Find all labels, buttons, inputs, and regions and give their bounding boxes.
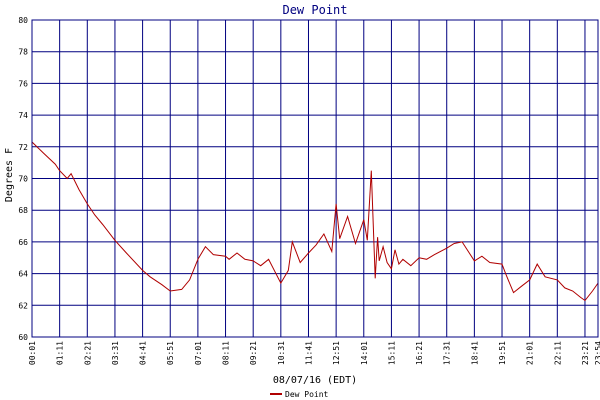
y-tick-label-64: 64 xyxy=(18,270,28,279)
legend-label-dew-point: Dew Point xyxy=(285,390,329,399)
x-tick-label-6: 07:01 xyxy=(194,341,203,365)
y-tick-labels: 60 62 64 66 68 70 72 74 76 78 80 xyxy=(18,16,28,342)
chart-title: Dew Point xyxy=(282,3,347,17)
y-axis-label: Degrees F xyxy=(4,148,15,202)
y-tick-label-62: 62 xyxy=(18,301,28,310)
x-tick-label-18: 21:01 xyxy=(526,341,535,365)
y-tick-label-80: 80 xyxy=(18,16,28,25)
y-tick-label-72: 72 xyxy=(18,143,28,152)
x-tick-label-2: 02:21 xyxy=(83,341,92,365)
y-tick-label-78: 78 xyxy=(18,48,28,57)
x-tick-label-20: 23:21 xyxy=(581,341,590,365)
x-tick-label-21: 23:54 xyxy=(594,341,600,365)
series-line-0 xyxy=(31,141,599,302)
x-tick-label-19: 22:11 xyxy=(553,341,562,365)
x-tick-label-5: 05:51 xyxy=(166,341,175,365)
x-tick-labels: 00:01 01:11 02:21 03:31 04:41 05:51 07:01 08:11… xyxy=(28,341,600,365)
x-tick-label-0: 00:01 xyxy=(28,341,37,365)
y-tick-label-70: 70 xyxy=(18,175,28,184)
x-axis-label: 08/07/16 (EDT) xyxy=(273,375,357,386)
x-tick-label-3: 03:31 xyxy=(111,341,120,365)
x-tick-label-1: 01:11 xyxy=(56,341,65,365)
x-tick-label-8: 09:21 xyxy=(249,341,258,365)
x-tick-label-11: 12:51 xyxy=(332,341,341,365)
x-tick-label-9: 10:31 xyxy=(277,341,286,365)
y-tick-label-76: 76 xyxy=(18,79,28,88)
x-tick-label-7: 08:11 xyxy=(222,341,231,365)
y-tick-label-60: 60 xyxy=(18,333,28,342)
x-tick-label-13: 15:11 xyxy=(387,341,396,365)
x-tick-label-17: 19:51 xyxy=(498,341,507,365)
x-tick-label-14: 16:21 xyxy=(415,341,424,365)
legend: Dew Point xyxy=(270,390,329,399)
x-tick-label-12: 14:01 xyxy=(360,341,369,365)
y-tick-label-68: 68 xyxy=(18,206,28,215)
x-tick-label-4: 04:41 xyxy=(139,341,148,365)
x-tick-label-16: 18:41 xyxy=(470,341,479,365)
y-tick-label-74: 74 xyxy=(18,111,28,120)
x-tick-label-10: 11:41 xyxy=(304,341,313,365)
series-group xyxy=(31,141,599,302)
y-tick-label-66: 66 xyxy=(18,238,28,247)
x-tick-label-15: 17:31 xyxy=(443,341,452,365)
plot-frame xyxy=(31,19,599,338)
